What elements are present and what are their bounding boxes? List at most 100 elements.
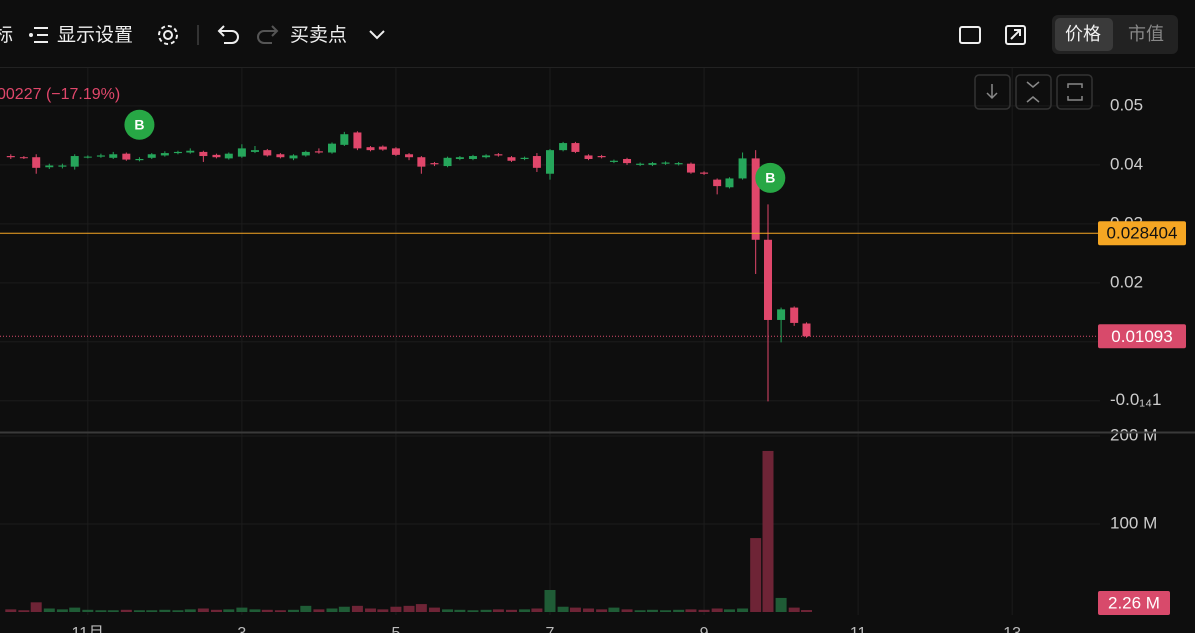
volume-label: 2.26 M [1108, 593, 1160, 612]
volume-bar [236, 607, 248, 613]
volume-bar [172, 610, 184, 613]
candle-body [135, 158, 144, 161]
trade-marker [124, 109, 155, 140]
candle-body [713, 179, 722, 187]
candle-body [725, 178, 734, 188]
volume-bar [249, 609, 261, 613]
candle-body [507, 157, 516, 161]
tab-active[interactable] [1055, 18, 1113, 51]
volume-bar [454, 609, 466, 613]
volume-bar [184, 609, 196, 613]
candle-body [738, 158, 747, 179]
volume-bar [338, 606, 350, 613]
candle-body [122, 153, 131, 160]
candle-body [301, 151, 310, 156]
undo-icon[interactable] [217, 25, 239, 44]
volume-bar [365, 608, 377, 613]
candle-body [237, 148, 246, 157]
volume-bar [326, 608, 338, 613]
candle-body [417, 157, 426, 167]
header-change: 00227 (−17.19%) [0, 86, 120, 103]
candle-body [353, 132, 362, 149]
candle-body [6, 156, 15, 158]
candle-body [289, 155, 298, 159]
candle-body [224, 153, 233, 159]
candle-body [520, 157, 529, 159]
candle-body [340, 134, 349, 145]
dropdown-icon[interactable] [369, 30, 385, 40]
candle-body [314, 151, 323, 153]
y-tick-label: -0.0₁₄1 [1110, 390, 1161, 409]
candle-body [802, 323, 811, 337]
candle-body [366, 147, 375, 151]
settings-icon[interactable] [158, 25, 178, 45]
candle-body [443, 157, 452, 167]
x-tick-label: 9 [700, 625, 709, 633]
candle-body [58, 165, 67, 167]
candle-body [250, 150, 259, 152]
toolbar-item[interactable]: 显示设置 [57, 24, 134, 46]
volume-bar [159, 609, 171, 613]
volume-bar [801, 610, 813, 613]
candle-body [609, 160, 618, 162]
candle-body [494, 154, 503, 156]
volume-bar [18, 610, 30, 613]
volume-bar [146, 610, 158, 613]
volume-bar [698, 609, 710, 613]
toolbar-icons [29, 25, 1026, 45]
tab[interactable]: 市值 [1128, 24, 1164, 45]
icon [1026, 81, 1040, 103]
volume-label-box [1098, 591, 1170, 615]
trade-marker-label: B [134, 116, 144, 132]
candle-body [686, 163, 695, 173]
layout-icon[interactable] [959, 26, 981, 44]
button[interactable] [1015, 74, 1052, 110]
redo-icon[interactable] [257, 25, 279, 44]
volume-bar [569, 607, 581, 613]
volume-bar [403, 605, 415, 613]
candle-body [468, 156, 477, 159]
volume-bar [711, 608, 723, 613]
volume-bar [660, 610, 672, 613]
volume-bar [5, 609, 17, 613]
price-label-box [1098, 221, 1186, 246]
candle-body [790, 307, 799, 323]
volume-bar [750, 538, 762, 613]
volume-tick-label: 100 M [1110, 513, 1157, 532]
volume-bar [737, 608, 749, 613]
candle-body [147, 154, 156, 158]
menu-icon[interactable] [29, 27, 48, 43]
candle-body [623, 158, 632, 164]
fullscreen-icon[interactable] [1005, 25, 1026, 45]
icon [1067, 83, 1083, 101]
x-tick-label: 7 [546, 625, 555, 633]
candle-body [19, 157, 28, 159]
volume-bar [210, 609, 222, 613]
candle-body [430, 163, 439, 165]
grid [0, 67, 1100, 615]
candle-body [276, 154, 285, 158]
button[interactable] [974, 74, 1011, 110]
candle-body [328, 143, 337, 153]
volume-bar [261, 609, 273, 613]
toolbar-item[interactable]: 标 [0, 24, 14, 46]
volume-bar [557, 606, 569, 613]
candle-body [763, 239, 772, 320]
volume-bar [313, 609, 325, 613]
volume-bar [762, 450, 774, 613]
candle-body [186, 150, 195, 153]
button[interactable] [1056, 74, 1093, 110]
candle-body [45, 165, 54, 168]
candle-body [212, 154, 221, 158]
volume-bar [428, 607, 440, 613]
candle-body [405, 154, 414, 158]
y-tick-label: 0.05 [1110, 95, 1143, 114]
volume-bar [634, 610, 646, 613]
volume-tick-label: 200 M [1110, 425, 1157, 444]
candle-body [32, 157, 41, 168]
tab[interactable]: 价格 [1065, 24, 1101, 45]
candle-body [559, 143, 568, 151]
toolbar-item[interactable]: 买卖点 [290, 24, 348, 46]
